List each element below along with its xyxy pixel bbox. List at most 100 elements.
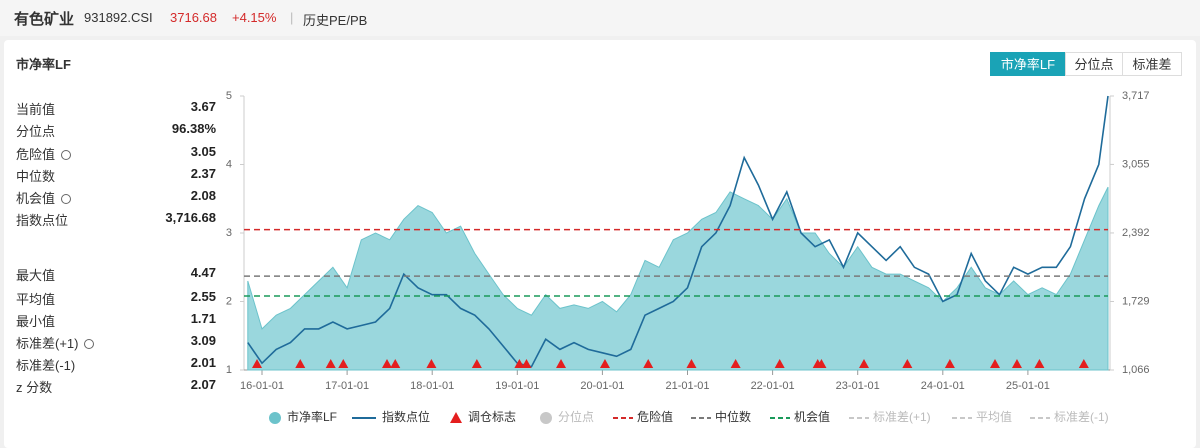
stat-value: 1.71 <box>190 311 216 326</box>
stat-label: 指数点位 <box>16 213 69 228</box>
x-tick-label: 24-01-01 <box>921 380 965 392</box>
x-tick-label: 19-01-01 <box>495 380 539 392</box>
rebalance-marker <box>295 359 306 368</box>
stat-label: 最大值 <box>16 268 56 283</box>
stat-value: 3.09 <box>190 333 216 348</box>
rebalance-marker <box>816 359 827 368</box>
stat-row: 指数点位 3,716.68 <box>16 208 216 228</box>
stat-row: 分位点 96.38% <box>16 119 216 139</box>
stat-row: z 分数 2.07 <box>16 375 216 395</box>
x-tick-label: 21-01-01 <box>665 380 709 392</box>
y-tick-label: 4 <box>226 158 232 170</box>
card <box>4 40 1196 448</box>
y-tick-label: 1 <box>226 364 232 376</box>
stat-value: 2.55 <box>190 289 216 304</box>
stat-row: 最大值 4.47 <box>16 263 216 283</box>
stat-label: z 分数 <box>16 380 53 395</box>
rebalance-marker <box>1011 359 1022 368</box>
tab[interactable]: 标准差 <box>1122 52 1182 76</box>
stat-row: 平均值 2.55 <box>16 287 216 307</box>
stat-label: 分位点 <box>16 124 56 139</box>
y2-tick-label: 3,055 <box>1122 158 1150 170</box>
legend-item[interactable]: 标准差(-1) <box>1030 410 1109 424</box>
x-tick-label: 17-01-01 <box>325 380 369 392</box>
stat-value: 2.01 <box>190 355 216 370</box>
stat-label: 中位数 <box>16 169 56 184</box>
rebalance-marker <box>381 359 392 368</box>
rebalance-marker <box>426 359 437 368</box>
legend-label: 机会值 <box>794 409 830 424</box>
legend-item[interactable]: 分位点 <box>540 409 594 424</box>
change: +4.15% <box>232 10 277 25</box>
stat-label: 最小值 <box>16 314 56 329</box>
line <box>247 95 1109 368</box>
legend-label: 市净率LF <box>287 409 337 424</box>
stat-value: 2.08 <box>190 188 216 203</box>
y-tick-label: 2 <box>226 295 232 307</box>
panel-title: 市净率LF <box>16 57 71 72</box>
legend-item[interactable]: 机会值 <box>770 409 830 424</box>
x-tick-label: 23-01-01 <box>836 380 880 392</box>
y2-tick-label: 2,392 <box>1122 227 1150 239</box>
rebalance-marker <box>643 359 654 368</box>
history-link[interactable]: 历史PE/PB <box>303 13 368 28</box>
stat-label: 危险值 <box>16 144 72 163</box>
legend-item[interactable]: 调仓标志 <box>450 410 516 424</box>
legend-symbol <box>540 412 552 424</box>
rebalance-marker <box>471 359 482 368</box>
stat-value: 2.07 <box>190 377 216 392</box>
legend-symbol <box>450 412 462 423</box>
tab[interactable]: 市净率LF <box>990 52 1066 76</box>
x-tick-label: 22-01-01 <box>751 380 795 392</box>
legend-label: 标准差(+1) <box>873 410 931 424</box>
legend-label: 中位数 <box>715 409 751 424</box>
stat-row: 标准差(+1) 3.09 <box>16 331 216 351</box>
stat-value: 96.38% <box>171 121 216 136</box>
legend-item[interactable]: 市净率LF <box>269 409 337 424</box>
y2-tick-label: 1,729 <box>1122 295 1150 307</box>
tab[interactable]: 分位点 <box>1065 52 1123 76</box>
stat-row: 中位数 2.37 <box>16 164 216 184</box>
rebalance-marker <box>730 359 741 368</box>
x-tick-label: 16-01-01 <box>240 380 284 392</box>
x-tick-label: 18-01-01 <box>410 380 454 392</box>
settings-icon[interactable] <box>61 194 72 204</box>
separator: | <box>290 10 294 25</box>
rebalance-marker <box>514 359 525 368</box>
legend-item[interactable]: 中位数 <box>691 409 751 424</box>
stat-label: 机会值 <box>16 188 72 207</box>
y-tick-label: 5 <box>226 90 232 102</box>
settings-icon[interactable] <box>84 339 95 349</box>
rebalance-marker <box>858 359 869 368</box>
stat-label: 标准差(+1) <box>16 333 95 352</box>
legend-label: 危险值 <box>637 409 673 424</box>
legend-label: 标准差(-1) <box>1054 410 1109 424</box>
rebalance-marker <box>686 359 697 368</box>
legend-item[interactable]: 平均值 <box>952 409 1012 424</box>
stat-value: 3,716.68 <box>165 210 216 225</box>
stat-value: 3.67 <box>190 99 216 114</box>
legend-item[interactable]: 指数点位 <box>352 409 430 424</box>
stat-value: 2.37 <box>190 166 216 181</box>
rebalance-marker <box>325 359 336 368</box>
index-name: 有色矿业 <box>14 11 75 28</box>
index-code: 931892.CSI <box>84 10 153 25</box>
legend-label: 指数点位 <box>382 409 430 424</box>
y2-tick-label: 3,717 <box>1122 90 1150 102</box>
legend-label: 分位点 <box>558 409 594 424</box>
price: 3716.68 <box>170 10 217 25</box>
y2-tick-label: 1,066 <box>1122 364 1150 376</box>
rebalance-marker <box>338 359 349 368</box>
legend-item[interactable]: 危险值 <box>613 409 673 424</box>
settings-icon[interactable] <box>61 150 72 160</box>
x-tick-label: 25-01-01 <box>1006 380 1050 392</box>
area <box>247 186 1109 371</box>
stat-row: 危险值 3.05 <box>16 142 216 162</box>
legend-item[interactable]: 标准差(+1) <box>849 410 931 424</box>
header: 有色矿业 931892.CSI 3716.68 +4.15% | 历史PE/PB <box>0 0 1200 36</box>
rebalance-marker <box>1034 359 1045 368</box>
rebalance-marker <box>521 359 532 368</box>
stat-label: 当前值 <box>16 102 56 117</box>
stat-value: 3.05 <box>190 144 216 159</box>
